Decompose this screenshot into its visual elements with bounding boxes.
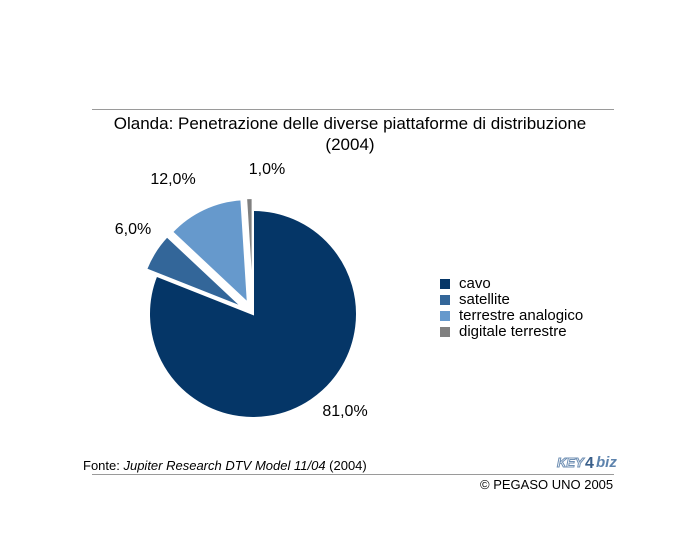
- legend-item-digitale-terrestre: digitale terrestre: [440, 324, 583, 340]
- legend-label-terrestre-analogico: terrestre analogico: [459, 307, 584, 324]
- data-label-terrestre-analogico: 12,0%: [150, 171, 195, 188]
- legend-swatch-terrestre-analogico: [440, 311, 450, 321]
- top-rule: [92, 109, 614, 110]
- data-label-digitale-terrestre: 1,0%: [249, 161, 285, 178]
- logo-biz-text: biz: [596, 454, 617, 471]
- chart-title-line-2: (2004): [325, 135, 375, 154]
- legend-swatch-satellite: [440, 295, 450, 305]
- bottom-rule: [92, 474, 614, 475]
- legend-swatch-digitale-terrestre: [440, 327, 450, 337]
- data-label-cavo: 81,0%: [322, 403, 367, 420]
- copyright-note: © PEGASO UNO 2005: [480, 477, 614, 492]
- legend-label-satellite: satellite: [459, 291, 510, 308]
- source-prefix: Fonte:: [83, 458, 124, 473]
- legend-label-digitale-terrestre: digitale terrestre: [459, 323, 567, 340]
- legend-item-terrestre-analogico: terrestre analogico: [440, 308, 583, 324]
- legend: cavo satellite terrestre analogico digit…: [440, 276, 583, 340]
- pie-slice-terrestre-analogico: [170, 198, 250, 306]
- pie-slice-satellite: [144, 234, 244, 309]
- source-note: Fonte: Jupiter Research DTV Model 11/04 …: [83, 458, 367, 473]
- logo-key-text: KEY: [557, 455, 585, 470]
- chart-title: Olanda: Penetrazione delle diverse piatt…: [60, 113, 640, 155]
- pie-slice-digitale-terrestre: [245, 197, 254, 303]
- legend-label-cavo: cavo: [459, 275, 491, 292]
- pie-slice-cavo: [148, 208, 358, 419]
- logo-four-text: 4: [585, 455, 594, 471]
- legend-item-satellite: satellite: [440, 292, 583, 308]
- key4biz-logo: KEY 4 biz: [557, 454, 618, 471]
- legend-swatch-cavo: [440, 279, 450, 289]
- legend-item-cavo: cavo: [440, 276, 583, 292]
- chart-title-line-1: Olanda: Penetrazione delle diverse piatt…: [113, 114, 587, 133]
- source-suffix: (2004): [325, 458, 367, 473]
- source-name: Jupiter Research DTV Model 11/04: [123, 458, 326, 473]
- data-label-satellite: 6,0%: [115, 221, 151, 238]
